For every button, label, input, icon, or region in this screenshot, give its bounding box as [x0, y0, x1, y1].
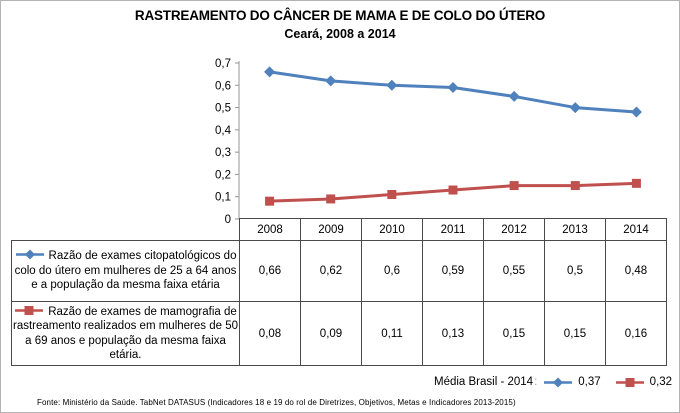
- year-header: 2014: [605, 218, 667, 241]
- media-brasil-blue-value: 0,37: [578, 376, 601, 388]
- table-value: 0,11: [361, 301, 423, 366]
- table-value: 0,16: [605, 301, 667, 366]
- media-brasil-note: Média Brasil - 2014: 0,37 0,32: [434, 372, 672, 392]
- year-header: 2013: [544, 218, 606, 241]
- table-value: 0,48: [605, 240, 667, 302]
- legend-text-mamografia: Razão de exames de mamografia de rastrea…: [12, 305, 238, 362]
- year-header-row: 2008 2009 2010 2011 2012 2013 2014: [12, 218, 667, 241]
- table-value: 0,55: [483, 240, 545, 302]
- year-header: 2012: [483, 218, 545, 241]
- table-value: 0,09: [300, 301, 362, 366]
- source-footnote: Fonte: Ministério da Saúde. TabNet DATAS…: [37, 398, 516, 407]
- svg-text:0: 0: [225, 214, 231, 226]
- table-corner-blank: [12, 219, 240, 241]
- year-header: 2010: [361, 218, 423, 241]
- table-value: 0,59: [422, 240, 484, 302]
- svg-text:0,4: 0,4: [215, 125, 232, 137]
- table-value: 0,62: [300, 240, 362, 302]
- media-brasil-red-value: 0,32: [649, 376, 673, 388]
- year-header: 2011: [422, 218, 484, 241]
- series-row-mamografia: Razão de exames de mamografia de rastrea…: [11, 301, 667, 366]
- table-value: 0,6: [361, 240, 423, 302]
- svg-text:0,1: 0,1: [215, 192, 231, 204]
- blue-line-diamond-key-icon: [543, 377, 573, 388]
- chart-subtitle: Ceará, 2008 a 2014: [284, 27, 396, 41]
- table-value: 0,66: [239, 240, 301, 302]
- svg-text:0,2: 0,2: [215, 169, 231, 181]
- table-value: 0,15: [544, 301, 606, 366]
- svg-text:0,3: 0,3: [215, 147, 231, 159]
- red-line-square-key-icon: [615, 377, 645, 388]
- legend-cell-mamografia: Razão de exames de mamografia de rastrea…: [11, 301, 240, 366]
- svg-text:0,5: 0,5: [215, 103, 231, 115]
- svg-text:0,6: 0,6: [215, 80, 231, 92]
- legend-text-citopatologico: Razão de exames citopatológicos do colo …: [14, 250, 237, 292]
- series-row-citopatologico: Razão de exames citopatológicos do colo …: [11, 240, 667, 302]
- data-table: 2008 2009 2010 2011 2012 2013 2014 Razão…: [11, 218, 667, 366]
- line-chart-plot: 0 0,1 0,2 0,3 0,4 0,5 0,6 0,7: [215, 58, 667, 226]
- table-value: 0,15: [483, 301, 545, 366]
- table-value: 0,5: [544, 240, 606, 302]
- svg-text:0,7: 0,7: [215, 58, 231, 70]
- year-header: 2008: [239, 218, 301, 241]
- red-line-square-key-icon: [14, 305, 44, 316]
- media-brasil-label: Média Brasil - 2014: [434, 376, 534, 388]
- year-header: 2009: [300, 218, 362, 241]
- chart-title-block: RASTREAMENTO DO CÂNCER DE MAMA E DE COLO…: [1, 8, 679, 41]
- media-brasil-colon: :: [534, 376, 538, 388]
- table-value: 0,08: [239, 301, 301, 366]
- legend-cell-citopatologico: Razão de exames citopatológicos do colo …: [11, 240, 240, 302]
- blue-line-diamond-key-icon: [15, 249, 45, 260]
- table-value: 0,13: [422, 301, 484, 366]
- chart-title: RASTREAMENTO DO CÂNCER DE MAMA E DE COLO…: [134, 8, 546, 23]
